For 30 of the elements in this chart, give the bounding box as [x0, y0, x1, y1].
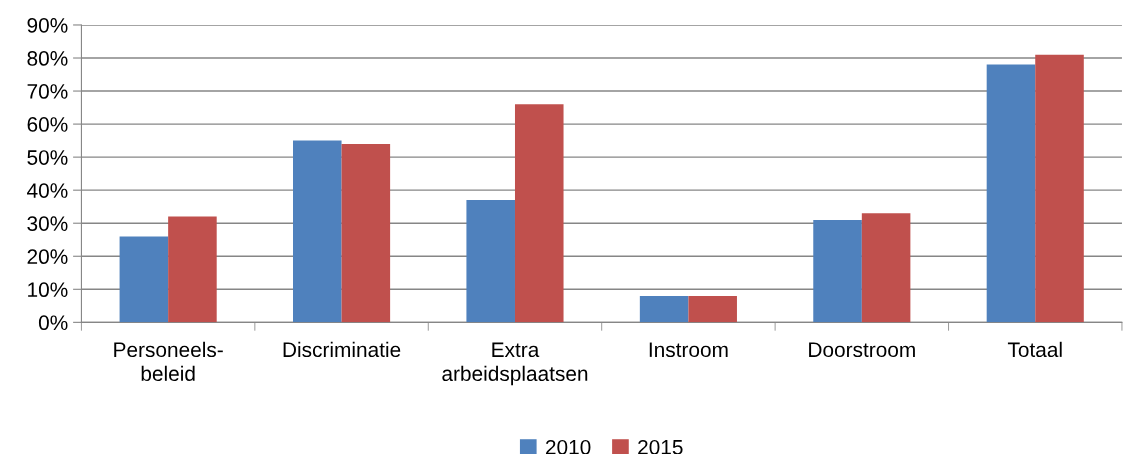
- bar: [986, 64, 1036, 323]
- y-tick-label: 50%: [27, 150, 68, 165]
- y-tick-label: 10%: [28, 282, 68, 298]
- y-tick-label: 90%: [27, 17, 68, 33]
- bar: [466, 200, 515, 323]
- legend-label: 2010: [545, 439, 591, 454]
- bar: [341, 143, 391, 323]
- bar: [1035, 54, 1084, 323]
- y-tick-label: 0%: [38, 315, 68, 331]
- y-tick-label: 70%: [27, 84, 68, 99]
- x-tick-label: Totaal: [1007, 341, 1062, 358]
- x-tick-label: Instroom: [649, 342, 728, 358]
- bar: [168, 216, 217, 323]
- y-tick-label: 60%: [27, 117, 68, 132]
- bar: [293, 140, 342, 323]
- legend-label: 2015: [638, 439, 683, 454]
- x-tick-label: Doorstroom: [809, 342, 915, 358]
- x-tick-label: Extra arbeidsplaatsen: [442, 342, 588, 386]
- y-tick-label: 30%: [27, 216, 68, 231]
- y-tick-label: 40%: [27, 183, 68, 198]
- x-tick-label: Personeels- beleid: [114, 341, 223, 382]
- bar: [861, 213, 911, 323]
- y-tick-label: 80%: [27, 51, 68, 66]
- bar: [813, 219, 862, 323]
- bar: [514, 104, 564, 323]
- bar: [639, 295, 689, 323]
- bar: [119, 236, 169, 323]
- x-tick-label: Discriminatie: [283, 341, 401, 358]
- y-tick-label: 20%: [27, 249, 68, 265]
- bar: [688, 295, 737, 323]
